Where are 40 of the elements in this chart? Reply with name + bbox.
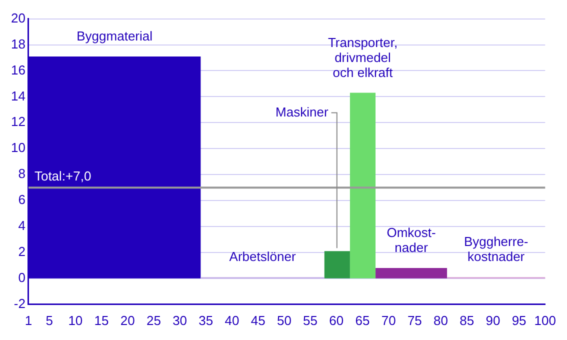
y-tick-label: 6 [18, 192, 26, 208]
x-tick-label: 95 [512, 312, 526, 328]
x-tick-label: 80 [434, 312, 448, 328]
x-tick-label: 70 [381, 312, 396, 328]
y-tick-label: 8 [18, 166, 26, 182]
x-tick-label: 15 [94, 312, 109, 328]
y-tick-label: 20 [10, 10, 26, 26]
y-tick-label: 0 [18, 270, 26, 286]
x-tick-label: 30 [172, 312, 188, 328]
annotation: Transporter, drivmedel och elkraft [328, 34, 398, 80]
x-tick-label: 85 [460, 312, 474, 328]
x-tick-label: 75 [407, 312, 422, 328]
y-tick-label: 10 [10, 140, 26, 156]
x-tick-label: 100 [534, 312, 556, 328]
annotation: Omkost- nader [386, 225, 436, 256]
y-tick-label: 16 [10, 62, 26, 78]
x-tick-label: 10 [68, 312, 83, 328]
y-tick-label: -2 [14, 296, 26, 311]
x-tick-label: 1 [24, 312, 32, 328]
x-tick-label: 35 [198, 312, 214, 328]
x-tick-label: 65 [355, 312, 370, 328]
x-tick-label: 5 [46, 312, 53, 328]
annotation: Byggherre- kostnader [464, 234, 528, 264]
x-tick-label: 90 [486, 312, 500, 328]
x-tick-label: 55 [303, 312, 318, 328]
x-tick-label: 50 [276, 312, 292, 328]
x-tick-label: 20 [120, 312, 135, 328]
y-tick-label: 4 [18, 218, 26, 234]
annotation: Maskiner [276, 104, 329, 120]
x-tick-label: 45 [250, 312, 266, 328]
x-tick-label: 60 [329, 312, 344, 328]
y-tick-label: 2 [18, 244, 26, 260]
annotation: Arbetslöner [229, 249, 296, 264]
y-tick-label: 12 [10, 114, 26, 130]
annotation: Byggmaterial [76, 28, 153, 44]
y-tick-label: 18 [10, 36, 26, 52]
x-tick-label: 25 [146, 312, 161, 328]
y-tick-label: 14 [10, 88, 26, 104]
ref-line-label: Total:+7,0 [34, 168, 92, 184]
x-tick-label: 40 [224, 312, 240, 328]
